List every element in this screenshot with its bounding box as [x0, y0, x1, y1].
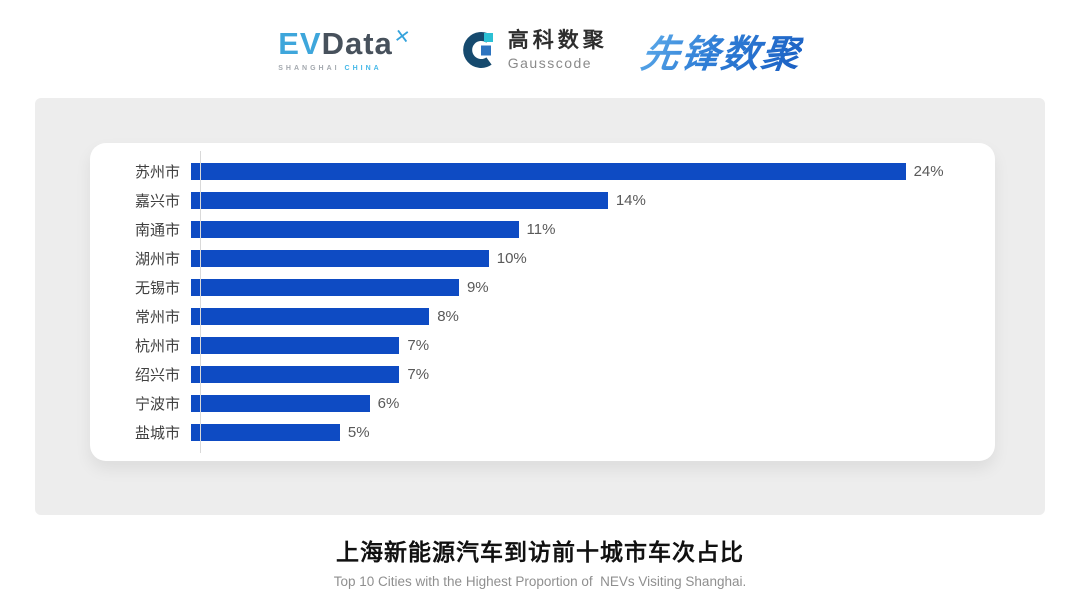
category-label: 杭州市 [134, 338, 180, 355]
chart-panel: 苏州市 24% 嘉兴市 14% 南通市 11% 湖州市 10% 无锡市 9% 常州市 8% 杭州市 7% 绍… [35, 98, 1045, 515]
category-label: 湖州市 [134, 251, 180, 268]
category-label: 苏州市 [134, 164, 180, 181]
chart-card: 苏州市 24% 嘉兴市 14% 南通市 11% 湖州市 10% 无锡市 9% 常州市 8% 杭州市 7% 绍… [90, 143, 995, 461]
value-label: 5% [347, 424, 370, 441]
y-axis-line [200, 151, 201, 453]
evdata-tagline: SHANGHAI CHINA [278, 65, 381, 72]
value-label: 11% [526, 221, 556, 238]
bar-track: 7% [190, 331, 985, 360]
caption-block: 上海新能源汽车到访前十城市车次占比 Top 10 Cities with the… [0, 533, 1080, 589]
category-label: 南通市 [134, 222, 180, 239]
evdata-wordmark: EV Data ✕ [278, 25, 413, 61]
gausscode-en-text: Gausscode [507, 54, 593, 71]
evdata-ev-text: EV [278, 26, 322, 61]
bar [191, 424, 340, 441]
category-label: 绍兴市 [134, 367, 180, 384]
value-label: 8% [437, 308, 459, 325]
value-label: 24% [913, 163, 944, 180]
bar-track: 24% [190, 157, 985, 186]
category-label: 盐城市 [134, 425, 180, 442]
evdata-x-icon: ✕ [392, 25, 413, 50]
bar-track: 11% [190, 215, 985, 244]
bar-row: 无锡市 9% [90, 273, 985, 302]
bar [191, 279, 459, 296]
bar-chart: 苏州市 24% 嘉兴市 14% 南通市 11% 湖州市 10% 无锡市 9% 常州市 8% 杭州市 7% 绍… [90, 151, 985, 453]
chart-title: 上海新能源汽车到访前十城市车次占比 [336, 539, 744, 565]
bar-row: 宁波市 6% [90, 389, 985, 418]
gausscode-cn-text: 高科数聚 [507, 29, 608, 53]
chart-subtitle: Top 10 Cities with the Highest Proportio… [333, 574, 747, 589]
evdata-shanghai-text: SHANGHAI [278, 65, 340, 72]
gausscode-wordmark: 高科数聚 Gausscode [508, 29, 608, 70]
category-label: 宁波市 [134, 396, 180, 413]
value-label: 14% [615, 192, 646, 209]
bar-track: 10% [190, 244, 985, 273]
value-label: 10% [496, 250, 527, 267]
bar-track: 5% [190, 418, 985, 447]
bar [191, 250, 489, 267]
bar [191, 192, 608, 209]
gausscode-g-icon [459, 30, 499, 70]
bar-row: 杭州市 7% [90, 331, 985, 360]
bar-track: 14% [190, 186, 985, 215]
bar-row: 常州市 8% [90, 302, 985, 331]
bar-track: 6% [190, 389, 985, 418]
value-label: 9% [466, 279, 489, 296]
bar [191, 221, 519, 238]
bar-row: 苏州市 24% [90, 157, 985, 186]
bar [191, 366, 400, 383]
category-label: 无锡市 [134, 280, 180, 297]
bar [191, 337, 400, 354]
pioneer-data-logo: 先锋数聚 [638, 23, 806, 78]
evdata-china-text: CHINA [344, 65, 382, 72]
gausscode-logo: 高科数聚 Gausscode [459, 29, 608, 71]
bar-row: 湖州市 10% [90, 244, 985, 273]
bar-row: 绍兴市 7% [90, 360, 985, 389]
evdata-logo: EV Data ✕ SHANGHAI CHINA [278, 25, 424, 72]
bar-row: 盐城市 5% [90, 418, 985, 447]
bar-row: 嘉兴市 14% [90, 186, 985, 215]
bar [191, 395, 370, 412]
bar-track: 9% [190, 273, 985, 302]
bar-track: 7% [190, 360, 985, 389]
bar [191, 163, 906, 180]
value-label: 6% [377, 395, 400, 412]
category-label: 嘉兴市 [134, 193, 180, 210]
bar-row: 南通市 11% [90, 215, 985, 244]
category-label: 常州市 [134, 309, 180, 326]
bar [191, 308, 430, 325]
bar-track: 8% [190, 302, 985, 331]
value-label: 7% [407, 366, 430, 383]
value-label: 7% [407, 337, 430, 354]
header-logo-bar: EV Data ✕ SHANGHAI CHINA 高科数聚 Gausscode 先锋… [0, 16, 1080, 84]
evdata-data-text: Data [321, 26, 393, 61]
